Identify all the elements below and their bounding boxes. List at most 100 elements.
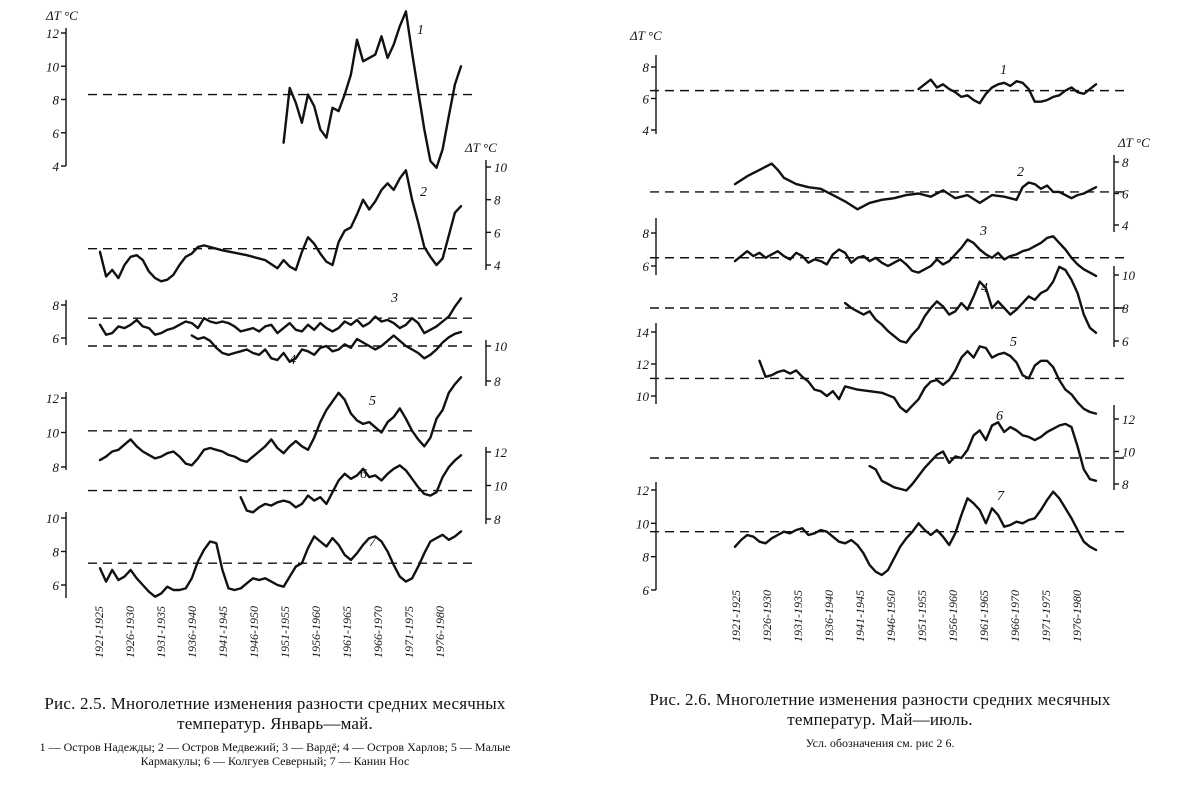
fig5-series-4-line: [190, 330, 463, 363]
fig6-series-5-tick-label: 10: [636, 389, 650, 404]
fig5-x-tick-label: 1946-1950: [247, 606, 261, 658]
fig6-x-tick-label: 1966-1970: [1008, 590, 1022, 642]
fig5-series-6-tick-label: 8: [494, 512, 501, 527]
fig6-series-4-line: [843, 265, 1098, 344]
fig5-series-1-tick-label: 10: [46, 59, 60, 74]
fig6-x-tick-label: 1921-1925: [729, 590, 743, 642]
figure-2-6-caption-block: Рис. 2.6. Многолетние изменения разности…: [610, 690, 1150, 750]
fig6-series-7-tick-label: 12: [636, 483, 650, 498]
fig6-series-4-tick-label: 6: [1122, 334, 1129, 349]
fig5-series-5-tick-label: 8: [53, 460, 60, 475]
fig6-series-1-tick-label: 8: [643, 60, 650, 75]
fig6-series-7-tick-label: 8: [643, 550, 650, 565]
fig5-series-6: 8 10 12 6: [88, 445, 508, 527]
fig5-series-4-label: 4: [289, 353, 296, 368]
fig5-series-7-line: [98, 530, 463, 598]
fig6-series-3: 6 8 3: [643, 218, 1125, 278]
fig6-series-6-label: 6: [996, 409, 1003, 424]
fig6-x-tick-label: 1971-1975: [1039, 590, 1053, 642]
fig5-series-1-tick-label: 6: [53, 126, 60, 141]
fig5-series-2-label: 2: [420, 185, 427, 200]
fig6-x-tick-label: 1941-1945: [853, 590, 867, 642]
fig6-series-2: 4 6 8 2: [650, 155, 1129, 233]
fig5-x-tick-label: 1966-1970: [371, 606, 385, 658]
fig6-series-5-label: 5: [1010, 335, 1017, 350]
fig6-series-6-tick-label: 8: [1122, 477, 1129, 492]
fig6-series-2-tick-label: 8: [1122, 155, 1129, 170]
fig6-x-tick-label: 1956-1960: [946, 590, 960, 642]
fig5-series-3-label: 3: [390, 291, 398, 306]
fig5-series-7-tick-label: 8: [53, 545, 60, 560]
fig6-x-tick-label: 1936-1940: [822, 590, 836, 642]
fig6-x-tick-label: 1951-1955: [915, 590, 929, 642]
fig6-x-tick-label: 1931-1935: [791, 590, 805, 642]
fig5-series-1-line: [282, 10, 463, 169]
fig6-series-6-tick-label: 12: [1122, 412, 1136, 427]
fig6-series-7-tick-label: 10: [636, 516, 650, 531]
fig6-series-4-tick-label: 10: [1122, 268, 1136, 283]
fig6-series-2-tick-label: 6: [1122, 187, 1129, 202]
fig5-series-3-tick-label: 6: [53, 331, 60, 346]
fig5-x-tick-label: 1921-1925: [92, 606, 106, 658]
fig6-series-1-tick-label: 6: [643, 92, 650, 107]
fig6-series-1-line: [917, 78, 1098, 105]
fig5-series-2-tick-label: 10: [494, 160, 508, 175]
fig5-series-1: 4 6 8 10 12 1: [46, 10, 478, 174]
fig6-series-5-tick-label: 14: [636, 325, 650, 340]
fig6-series-6: 8 10 12 6: [650, 405, 1136, 492]
figure-2-6-caption: Рис. 2.6. Многолетние изменения разности…: [649, 690, 1111, 729]
fig5-ylabel-0: ΔT °C: [45, 8, 78, 23]
fig5-series-2-tick-label: 6: [494, 225, 501, 240]
figure-2-5-legend: 1 — Остров Надежды; 2 — Остров Медвежий;…: [39, 740, 511, 768]
fig6-ylabel-1: ΔT °C: [1117, 135, 1150, 150]
fig6-series-2-line: [733, 162, 1098, 211]
fig5-series-1-label: 1: [417, 23, 424, 38]
figure-2-6-legend: Усл. обозначения см. рис 2 6.: [805, 736, 955, 750]
fig5-series-7-tick-label: 6: [53, 578, 60, 593]
fig5-series-7-tick-label: 10: [46, 511, 60, 526]
fig5-series-4-tick-label: 8: [494, 374, 501, 389]
fig5-x-tick-label: 1941-1945: [216, 606, 230, 658]
fig6-series-3-label: 3: [979, 224, 987, 239]
fig6-series-5-line: [758, 345, 1098, 415]
fig5-series-6-tick-label: 10: [494, 479, 508, 494]
fig6-series-4-label: 4: [981, 281, 988, 296]
figure-2-5-caption: Рис. 2.5. Многолетние изменения разности…: [44, 694, 506, 733]
fig5-x-tick-label: 1976-1980: [433, 606, 447, 658]
fig6-series-7-tick-label: 6: [643, 583, 650, 598]
fig5-series-2-tick-label: 8: [494, 193, 501, 208]
figure-2-5-caption-block: Рис. 2.5. Многолетние изменения разности…: [30, 694, 520, 768]
fig5-series-1-tick-label: 12: [46, 26, 60, 41]
fig6-series-1-label: 1: [1000, 63, 1007, 78]
fig6-series-2-tick-label: 4: [1122, 218, 1129, 233]
fig5-x-tick-label: 1961-1965: [340, 606, 354, 658]
fig5-x-tick-label: 1931-1935: [154, 606, 168, 658]
fig5-series-4: 8 10 4: [88, 330, 508, 389]
fig5-ylabel-1: ΔT °C: [464, 140, 497, 155]
fig5-series-5-line: [98, 376, 463, 467]
fig6-series-7: 6 8 10 12 7: [636, 482, 1125, 598]
fig5-x-tick-label: 1936-1940: [185, 606, 199, 658]
fig6-x-tick-label: 1946-1950: [884, 590, 898, 642]
fig6-series-7-label: 7: [997, 489, 1005, 504]
figure-2-6: ΔT °C ΔT °C 4 6 8 1 4 6 8 2 6 8 3 6 8 10 4 10 12 14 5 8 10 12 6 6…: [590, 0, 1182, 799]
fig5-series-4-tick-label: 10: [494, 339, 508, 354]
fig5-series-5-tick-label: 12: [46, 391, 60, 406]
fig6-series-5-tick-label: 12: [636, 357, 650, 372]
fig5-series-2-tick-label: 4: [494, 258, 501, 273]
fig5-series-7-label: 7: [369, 535, 377, 550]
fig5-x-tick-label: 1926-1930: [123, 606, 137, 658]
fig6-series-3-line: [733, 235, 1098, 278]
fig5-series-3-tick-label: 8: [53, 298, 60, 313]
fig5-series-6-tick-label: 12: [494, 445, 508, 460]
fig5-series-7: 6 8 10 7: [46, 511, 478, 598]
fig6-ylabel-0: ΔT °C: [629, 28, 662, 43]
fig6-x-tick-label: 1926-1930: [760, 590, 774, 642]
fig5-x-tick-label: 1971-1975: [402, 606, 416, 658]
fig6-series-1: 4 6 8 1: [643, 55, 1125, 138]
fig5-series-5-label: 5: [369, 394, 376, 409]
fig6-series-3-tick-label: 6: [643, 259, 650, 274]
fig6-series-7-line: [733, 490, 1098, 577]
fig5-series-6-label: 6: [360, 467, 367, 482]
